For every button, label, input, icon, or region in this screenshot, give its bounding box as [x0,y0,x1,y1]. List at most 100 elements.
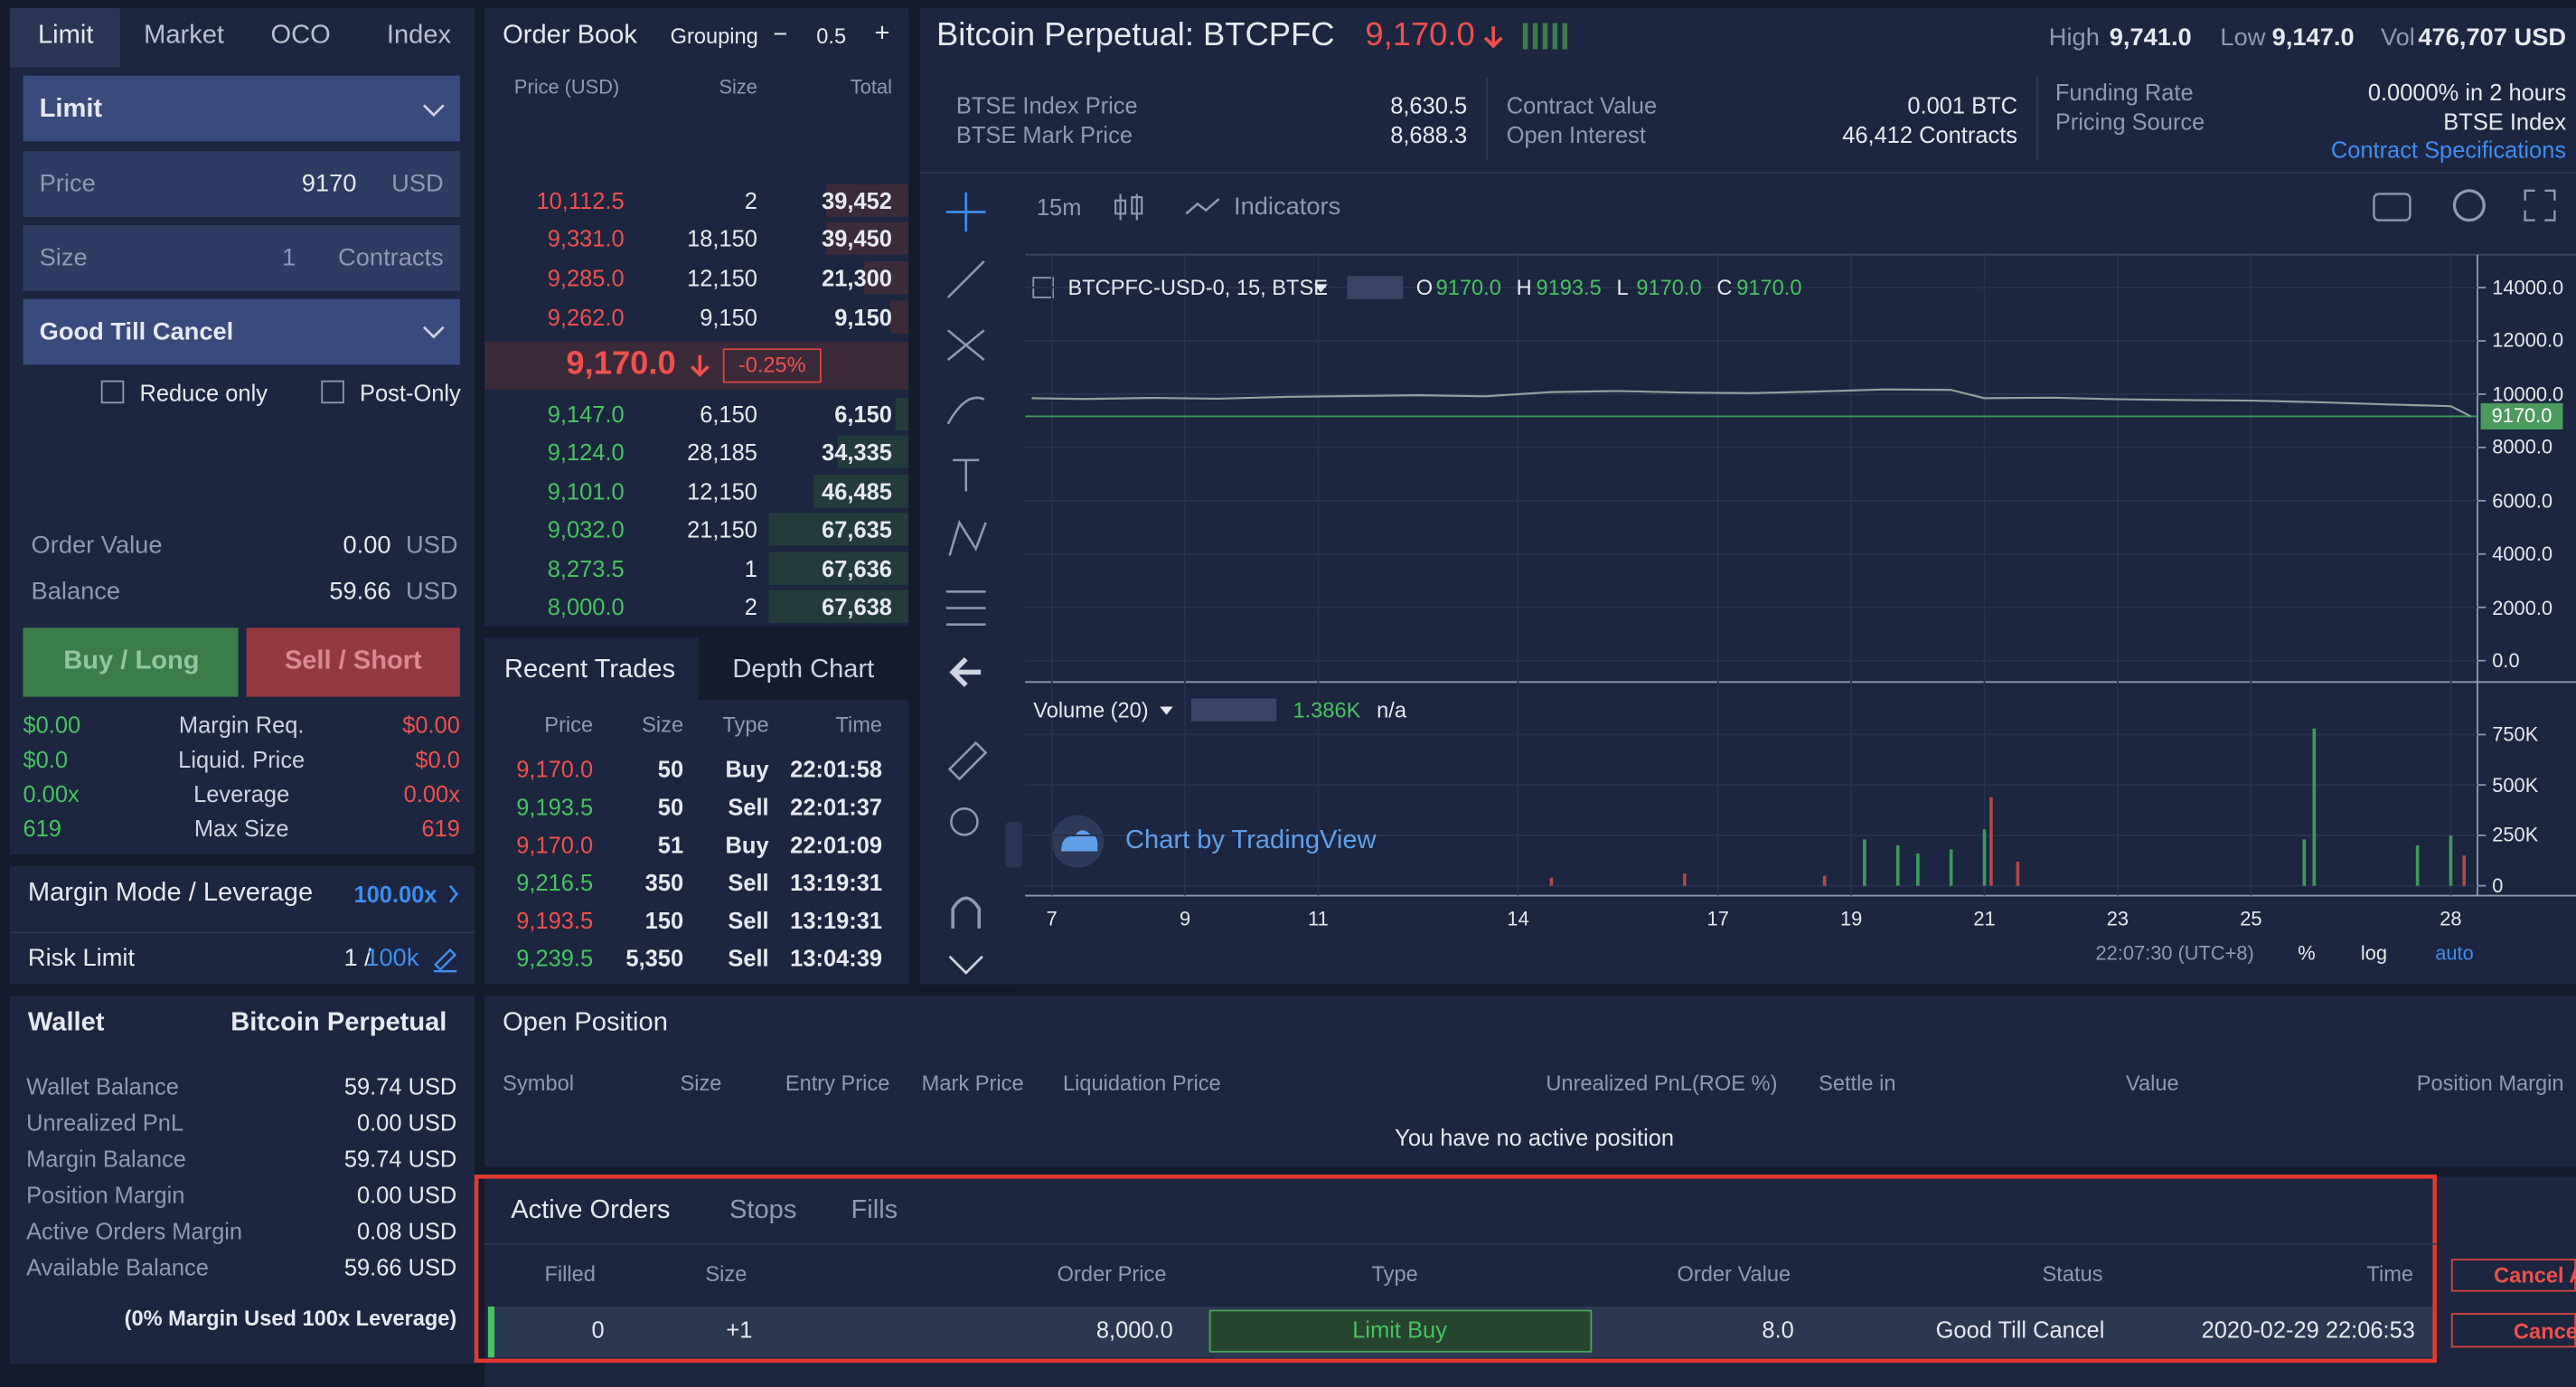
ohlc-key: H [1516,275,1532,300]
label: 21,150 [687,515,757,543]
label: 9,193.5 [516,793,594,820]
low-label: Low [2220,24,2266,52]
active-tab [9,8,120,68]
order-tab[interactable]: Market [144,21,225,50]
label: 9,124.0 [547,439,625,466]
market-title: Bitcoin Perpetual: BTCPFC [936,17,1335,54]
cancel-all-button[interactable] [2450,1259,2576,1292]
label[interactable]: Depth Chart [732,656,875,684]
depth-bar [896,397,909,431]
order-tab[interactable]: Index [386,21,452,50]
label: 2 [744,187,757,214]
margin-panel [9,865,475,985]
cancel-all[interactable]: Cancel All [2494,1262,2576,1288]
label: 46,485 [822,477,892,505]
label: 67,635 [822,515,892,543]
divider [9,931,475,934]
x-tick-label: 17 [1706,907,1729,930]
orders-tab[interactable]: Stops [729,1196,797,1225]
label: Total [850,75,892,99]
info-value: 8,688.3 [1390,121,1468,148]
order-type-select[interactable] [23,75,460,142]
clock: 22:07:30 (UTC+8) [2095,941,2254,965]
tool-bar [919,172,1012,985]
label: Order Value [31,531,163,560]
label: Order Value [1677,1260,1791,1287]
label[interactable]: 100.00x [353,881,437,908]
label: 0.00 [343,531,391,560]
label: Unrealized PnL(ROE %) [1546,1071,1778,1096]
label: 34,335 [822,439,892,466]
orders-tab[interactable]: Active Orders [511,1196,671,1225]
label: 8.0 [1762,1316,1794,1343]
reduce-only[interactable]: Reduce only [139,379,268,406]
label: Sell [728,907,769,934]
size-input[interactable] [23,225,460,291]
label: 9,150 [700,304,757,331]
label: 13:19:31 [790,869,883,896]
label: Price [39,170,96,199]
label: 1 [744,555,757,582]
label[interactable]: Recent Trades [503,656,676,684]
tif-select[interactable] [23,298,460,365]
info-value: 0.0000% in 2 hours [2367,79,2567,106]
buy-button[interactable] [23,627,239,697]
cancel[interactable]: Cancel [2513,1318,2576,1344]
label: 22:01:37 [790,793,883,820]
change-box [722,348,822,383]
orders-tab[interactable]: Fills [851,1196,898,1225]
indicators-button[interactable]: Indicators [1234,193,1341,222]
label: $0.0 [415,746,460,773]
cancel-button[interactable] [2450,1313,2576,1348]
label: 8,273.5 [547,555,625,582]
label: 10,112.5 [536,187,625,214]
label[interactable]: 0.5 [816,24,847,49]
order-tab[interactable]: OCO [270,21,331,50]
y-tick-label: 8000.0 [2492,436,2553,459]
label: 619 [23,815,61,842]
order-side-bar [487,1306,495,1358]
label: 1 [282,243,296,272]
percent-toggle[interactable]: % [2298,941,2316,965]
spec-link[interactable]: Contract Specifications [2330,136,2567,163]
post-only[interactable]: Post-Only [360,379,461,406]
interval[interactable]: 15m [1036,193,1082,221]
log-toggle[interactable]: log [2360,941,2387,965]
label: 150 [644,907,684,934]
label: Wallet Balance [26,1072,179,1099]
label[interactable]: + [874,19,890,48]
label: (0% Margin Used 100x Leverage) [124,1306,457,1331]
label: Sell [728,793,769,820]
label: 22:01:09 [790,831,883,858]
label: USD [405,531,458,560]
label: 5,350 [625,945,684,972]
high: 9,741.0 [2109,24,2192,52]
ohlc-value: 9170.0 [1736,275,1802,300]
label: 9,170.0 [516,756,594,783]
label[interactable]: 100k [365,944,419,973]
price-input[interactable] [23,151,460,217]
label: 59.66 [329,577,391,606]
label: 59.66 USD [343,1253,457,1280]
auto-toggle[interactable]: auto [2435,941,2474,965]
label[interactable]: − [773,20,788,49]
label: 50 [657,756,684,783]
y-tick-label: 500K [2492,773,2539,797]
sell-button[interactable] [246,627,460,697]
x-tick-label: 23 [2106,907,2129,930]
label: Unrealized PnL [26,1109,184,1136]
order-tab[interactable]: Limit [38,21,94,50]
label: +1 [726,1316,753,1343]
label: Max Size [193,815,289,842]
volume-ma: n/a [1377,697,1407,722]
depth-bar [826,184,909,217]
margin-title: Margin Mode / Leverage [27,879,314,908]
label: Risk Limit [27,944,136,973]
label: Sell [728,945,769,972]
label: Open Position [503,1008,668,1037]
x-tick-label: 25 [2240,907,2262,930]
label: Size [680,1071,722,1096]
y-tick-label: 2000.0 [2492,595,2553,619]
